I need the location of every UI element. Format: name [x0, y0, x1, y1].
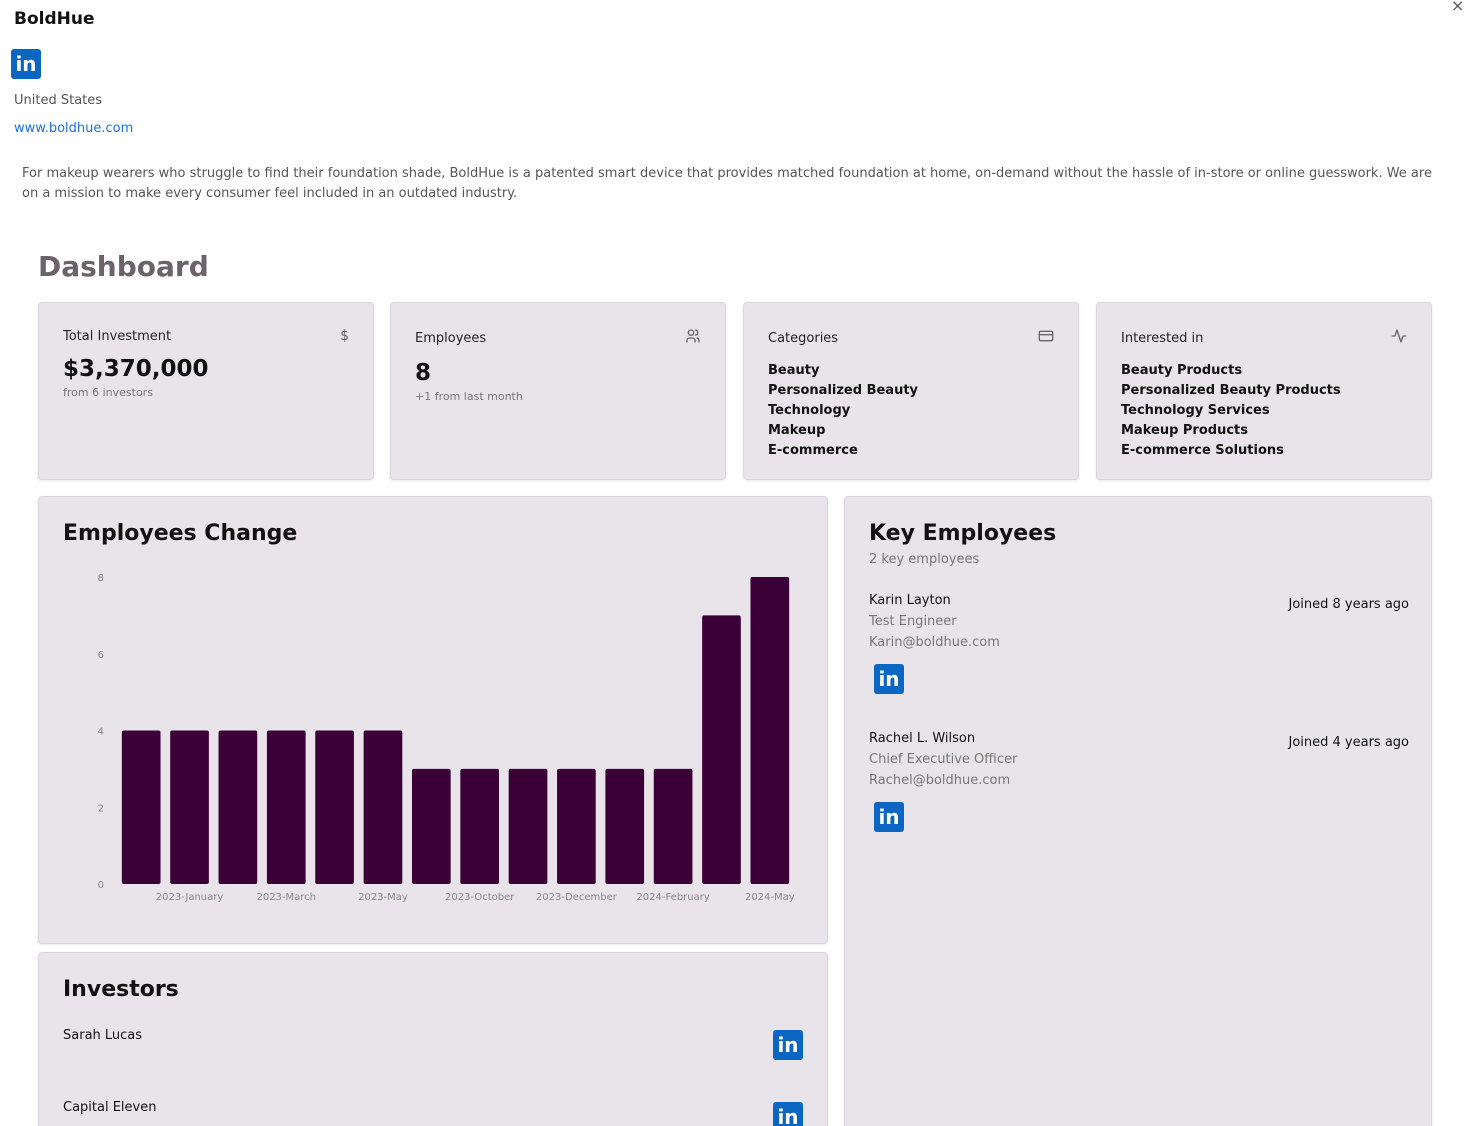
chart-bar[interactable] — [605, 768, 645, 884]
employees-change-title: Employees Change — [63, 521, 298, 546]
dollar-icon: $ — [340, 328, 349, 344]
close-icon[interactable]: × — [1451, 0, 1465, 15]
key-employee-item: Rachel L. Wilson Chief Executive Officer… — [869, 731, 1409, 832]
chart-bar[interactable] — [266, 730, 306, 885]
employee-email: Rachel@boldhue.com — [869, 773, 1011, 788]
categories-card: Categories Beauty Personalized Beauty Te… — [743, 302, 1079, 480]
employee-role: Test Engineer — [869, 614, 957, 629]
x-tick-label: 2023-March — [256, 892, 316, 903]
dashboard-title: Dashboard — [38, 250, 209, 283]
employees-sub: +1 from last month — [415, 390, 523, 403]
interested-in-list: Beauty Products Personalized Beauty Prod… — [1121, 361, 1407, 461]
credit-card-icon — [1038, 328, 1054, 348]
chart-bar[interactable] — [653, 768, 693, 884]
y-tick-label: 4 — [98, 727, 104, 738]
linkedin-icon[interactable]: in — [773, 1102, 803, 1126]
interest-item: Beauty Products — [1121, 363, 1243, 378]
employee-name: Karin Layton — [869, 593, 951, 608]
linkedin-icon[interactable]: in — [874, 802, 904, 832]
linkedin-icon[interactable]: in — [11, 49, 41, 79]
key-employee-item: Karin Layton Test Engineer Karin@boldhue… — [869, 593, 1409, 694]
total-investment-sub: from 6 investors — [63, 386, 153, 399]
investor-row: Sarah Lucas in — [63, 1024, 803, 1060]
chart-bar[interactable] — [460, 768, 500, 884]
key-employees-count: 2 key employees — [869, 552, 980, 567]
activity-icon — [1391, 328, 1407, 348]
investor-name: Capital Eleven — [63, 1100, 157, 1115]
users-icon — [685, 328, 701, 348]
category-item: E-commerce — [768, 443, 858, 458]
category-item: Makeup — [768, 423, 826, 438]
employees-change-card: Employees Change 0 2 4 6 8 2023-January 2023-M… — [38, 496, 828, 944]
linkedin-icon[interactable]: in — [773, 1030, 803, 1060]
employee-joined: Joined 8 years ago — [1288, 597, 1409, 612]
employee-email: Karin@boldhue.com — [869, 635, 1000, 650]
investors-title: Investors — [63, 977, 179, 1002]
chart-bar[interactable] — [363, 730, 403, 885]
interest-item: Technology Services — [1121, 403, 1270, 418]
company-website-link[interactable]: www.boldhue.com — [14, 121, 134, 136]
category-item: Personalized Beauty — [768, 383, 919, 398]
category-item: Beauty — [768, 363, 820, 378]
interest-item: Makeup Products — [1121, 423, 1248, 438]
chart-bar[interactable] — [557, 768, 596, 884]
chart-bar[interactable] — [411, 768, 451, 884]
x-tick-label: 2023-January — [156, 892, 224, 903]
linkedin-icon[interactable]: in — [874, 664, 904, 694]
investors-card: Investors Sarah Lucas in Capital Eleven … — [38, 952, 828, 1126]
company-name: BoldHue — [14, 9, 95, 29]
y-tick-label: 8 — [98, 573, 104, 584]
chart-bar[interactable] — [750, 577, 790, 884]
employees-label: Employees — [415, 330, 487, 346]
key-employees-title: Key Employees — [869, 521, 1057, 546]
chart-bar[interactable] — [121, 730, 161, 885]
x-tick-label: 2023-December — [536, 892, 618, 903]
x-tick-label: 2024-February — [636, 892, 709, 903]
chart-bar[interactable] — [315, 730, 354, 885]
company-country: United States — [14, 93, 103, 108]
x-tick-label: 2023-October — [445, 892, 515, 903]
key-employees-card: Key Employees 2 key employees Karin Layt… — [844, 496, 1432, 1126]
interest-item: E-commerce Solutions — [1121, 443, 1284, 458]
interested-in-card: Interested in Beauty Products Personaliz… — [1096, 302, 1432, 480]
interest-item: Personalized Beauty Products — [1121, 383, 1341, 398]
categories-label: Categories — [768, 330, 839, 346]
total-investment-card: Total Investment $ $3,370,000 from 6 inv… — [38, 302, 374, 480]
x-tick-label: 2023-May — [358, 892, 408, 903]
x-tick-label: 2024-May — [745, 892, 795, 903]
chart-bar[interactable] — [508, 768, 548, 884]
chart-bar[interactable] — [702, 615, 741, 884]
employees-change-chart: 0 2 4 6 8 2023-January 2023-March 2023-May 2023-… — [98, 573, 795, 903]
y-tick-label: 0 — [98, 880, 104, 891]
company-description: For makeup wearers who struggle to find … — [22, 166, 1432, 201]
y-tick-label: 2 — [98, 803, 104, 814]
interested-in-label: Interested in — [1121, 330, 1204, 346]
employee-name: Rachel L. Wilson — [869, 731, 976, 746]
y-tick-label: 6 — [98, 650, 104, 661]
investor-row: Capital Eleven in — [63, 1096, 803, 1126]
total-investment-label: Total Investment — [63, 328, 172, 344]
category-item: Technology — [768, 403, 851, 418]
employee-joined: Joined 4 years ago — [1288, 735, 1409, 750]
employees-value: 8 — [415, 360, 432, 386]
investor-name: Sarah Lucas — [63, 1028, 143, 1043]
chart-bar[interactable] — [218, 730, 258, 885]
employee-role: Chief Executive Officer — [869, 752, 1018, 767]
employees-card: Employees 8 +1 from last month — [390, 302, 726, 480]
categories-list: Beauty Personalized Beauty Technology Ma… — [768, 361, 1054, 461]
total-investment-value: $3,370,000 — [63, 356, 209, 382]
chart-bar[interactable] — [170, 730, 209, 885]
